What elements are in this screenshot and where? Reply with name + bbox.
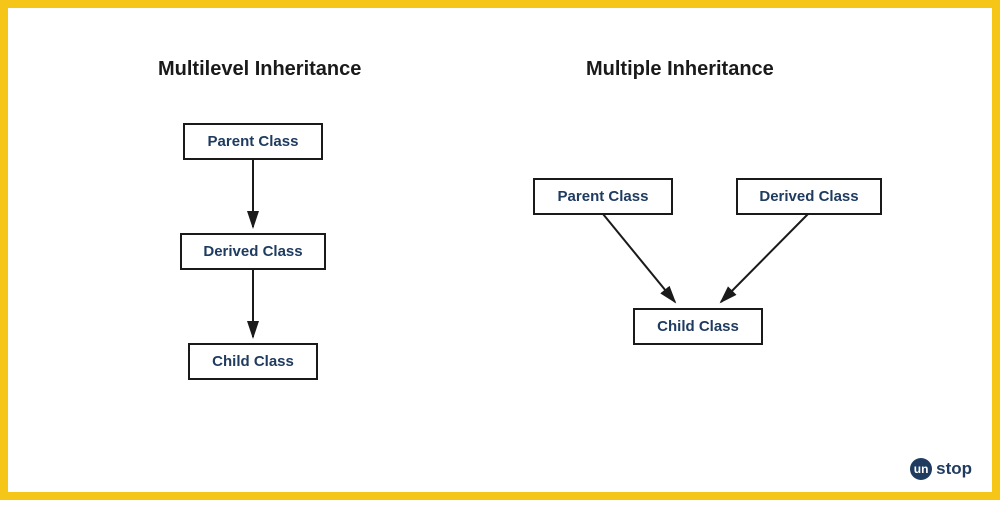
multilevel-child-box: Child Class [188,343,318,380]
arrow-parent-to-derived [8,8,1000,508]
multiple-derived-box: Derived Class [736,178,882,215]
logo-circle: un [910,458,932,480]
multiple-child-box: Child Class [633,308,763,345]
unstop-logo: un stop [910,458,972,480]
multiple-parent-box: Parent Class [533,178,673,215]
diagram-container: Multilevel Inheritance Parent Class Deri… [0,0,1000,500]
multilevel-derived-box: Derived Class [180,233,326,270]
multiple-title: Multiple Inheritance [586,58,774,81]
logo-text: stop [936,459,972,479]
